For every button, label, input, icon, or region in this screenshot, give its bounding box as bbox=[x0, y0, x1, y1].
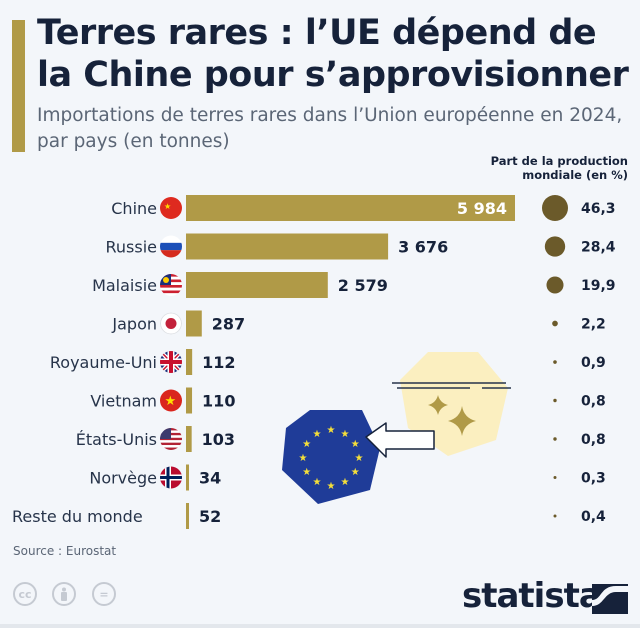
value-label: 287 bbox=[212, 315, 245, 334]
statista-logo[interactable]: statista bbox=[462, 576, 602, 616]
value-label: 3 676 bbox=[398, 238, 448, 257]
category-label: Chine bbox=[111, 199, 157, 218]
russia-flag-icon bbox=[160, 235, 182, 258]
share-legend-header: Part de la production mondiale (en %) bbox=[490, 154, 628, 182]
share-label: 0,8 bbox=[581, 394, 606, 410]
value-label: 112 bbox=[202, 353, 235, 372]
illustration: ★ ★★★★★★★★★★★ bbox=[282, 352, 511, 504]
share-label: 0,3 bbox=[581, 471, 606, 487]
bar bbox=[186, 272, 328, 298]
eu-star-icon: ★ bbox=[351, 467, 360, 478]
person-icon bbox=[61, 587, 67, 601]
value-label: 103 bbox=[202, 430, 235, 449]
sparkle-icon bbox=[428, 395, 448, 415]
by-license-icon[interactable] bbox=[52, 582, 76, 606]
share-bubble bbox=[553, 437, 557, 441]
share-bubble bbox=[553, 398, 557, 403]
value-label: 2 579 bbox=[338, 276, 388, 295]
nd-license-icon[interactable]: = bbox=[92, 582, 116, 606]
value-label: 52 bbox=[199, 507, 221, 526]
source-note: Source : Eurostat bbox=[13, 544, 117, 558]
value-label: 5 984 bbox=[457, 199, 507, 218]
bar bbox=[186, 349, 193, 375]
eu-flag-hexagon bbox=[282, 410, 380, 504]
bar bbox=[186, 503, 189, 529]
value-label: 110 bbox=[202, 392, 235, 411]
category-label: Norvège bbox=[89, 469, 157, 488]
uk-flag-icon bbox=[160, 351, 182, 373]
value-label: 34 bbox=[199, 469, 221, 488]
vietnam-flag-icon: ★ bbox=[160, 389, 182, 412]
footer-divider bbox=[0, 624, 640, 628]
bar bbox=[186, 233, 389, 260]
bar-row: Royaume-Uni 112 0,9 bbox=[50, 349, 606, 375]
light-hexagon bbox=[400, 352, 508, 456]
nd-icon-label: = bbox=[99, 587, 109, 601]
japan-flag-icon bbox=[160, 312, 182, 335]
share-bubble bbox=[542, 195, 568, 221]
cc-icon-label: cc bbox=[18, 587, 32, 601]
share-bubble bbox=[546, 276, 564, 294]
share-bubble bbox=[553, 360, 557, 364]
bar bbox=[186, 195, 515, 221]
bar-row: Japon 287 2,2 bbox=[111, 310, 606, 337]
share-bubble bbox=[553, 514, 557, 518]
cc-license-icon[interactable]: cc bbox=[13, 582, 37, 606]
eu-star-icon: ★ bbox=[327, 425, 336, 436]
bar-row: Norvège 34 0,3 bbox=[89, 464, 606, 491]
share-label: 2,2 bbox=[581, 317, 606, 333]
usa-flag-icon bbox=[160, 428, 182, 450]
bar bbox=[186, 426, 192, 452]
share-label: 0,9 bbox=[581, 355, 606, 371]
statista-logo-mark bbox=[592, 584, 628, 614]
bar-row: Chine ★ 5 984 46,3 bbox=[111, 195, 616, 221]
bar-row: États-Unis 103 0,8 bbox=[76, 426, 606, 452]
share-bubble bbox=[552, 320, 558, 327]
eu-star-icon: ★ bbox=[299, 453, 308, 464]
eu-star-icon: ★ bbox=[313, 429, 322, 440]
eu-star-icon: ★ bbox=[302, 439, 311, 450]
svg-text:★: ★ bbox=[165, 393, 177, 408]
category-label: Russie bbox=[106, 238, 158, 257]
bar-row: Vietnam ★ 110 0,8 bbox=[90, 387, 606, 414]
arrow-icon bbox=[365, 422, 435, 458]
eu-star-icon: ★ bbox=[351, 439, 360, 450]
category-label: Reste du monde bbox=[12, 507, 143, 526]
bar-row: Reste du monde 52 0,4 bbox=[12, 503, 606, 529]
eu-star-icon: ★ bbox=[355, 453, 364, 464]
chart-title: Terres rares : l’UE dépend de la Chine p… bbox=[37, 13, 629, 95]
malaysia-flag-icon bbox=[160, 274, 182, 296]
title-accent-bar bbox=[12, 20, 25, 152]
svg-text:★: ★ bbox=[164, 202, 171, 211]
eu-star-icon: ★ bbox=[313, 477, 322, 488]
share-label: 28,4 bbox=[581, 240, 616, 256]
category-label: Malaisie bbox=[92, 276, 157, 295]
eu-star-icon: ★ bbox=[327, 481, 336, 492]
eu-star-icon: ★ bbox=[302, 467, 311, 478]
category-label: Vietnam bbox=[90, 392, 157, 411]
category-label: Royaume-Uni bbox=[50, 353, 157, 372]
share-label: 46,3 bbox=[581, 201, 616, 217]
share-bubble bbox=[544, 236, 566, 257]
bar bbox=[186, 464, 189, 491]
share-label: 0,8 bbox=[581, 432, 606, 448]
category-label: États-Unis bbox=[76, 430, 157, 449]
norway-flag-icon bbox=[160, 466, 182, 489]
bar-row: Malaisie 2 579 19,9 bbox=[92, 272, 616, 298]
china-flag-icon: ★ bbox=[160, 197, 182, 219]
share-label: 19,9 bbox=[581, 278, 616, 294]
bar bbox=[186, 310, 202, 337]
share-bubble bbox=[553, 476, 557, 479]
share-label: 0,4 bbox=[581, 509, 606, 525]
bar-row: Russie 3 676 28,4 bbox=[106, 233, 616, 260]
bar bbox=[186, 387, 193, 414]
eu-star-icon: ★ bbox=[341, 477, 350, 488]
chart-subtitle: Importations de terres rares dans l’Unio… bbox=[37, 105, 623, 152]
eu-star-icon: ★ bbox=[341, 429, 350, 440]
sparkle-icon bbox=[448, 406, 476, 436]
category-label: Japon bbox=[111, 315, 157, 334]
